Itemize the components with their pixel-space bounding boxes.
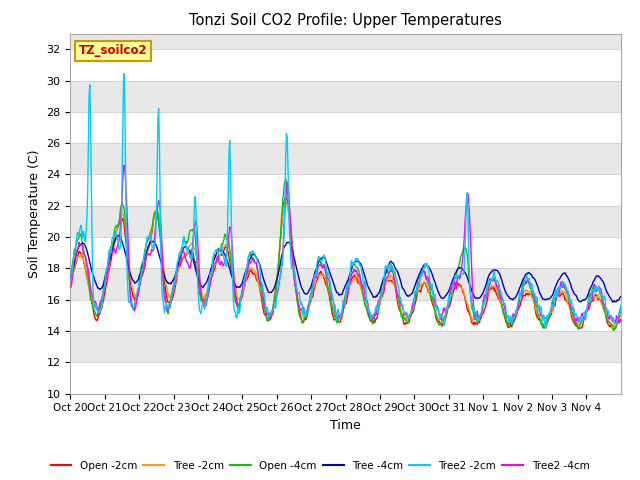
Bar [70,49,621,81]
Bar [70,237,621,268]
X-axis label: Time: Time [330,419,361,432]
Title: Tonzi Soil CO2 Profile: Upper Temperatures: Tonzi Soil CO2 Profile: Upper Temperatur… [189,13,502,28]
Bar [70,143,621,174]
Bar [70,174,621,206]
Bar [70,112,621,143]
Bar [70,300,621,331]
Legend: Open -2cm, Tree -2cm, Open -4cm, Tree -4cm, Tree2 -2cm, Tree2 -4cm: Open -2cm, Tree -2cm, Open -4cm, Tree -4… [47,456,593,475]
Bar [70,362,621,394]
Bar [70,268,621,300]
Bar [70,81,621,112]
Y-axis label: Soil Temperature (C): Soil Temperature (C) [28,149,41,278]
Bar [70,331,621,362]
Bar [70,206,621,237]
Text: TZ_soilco2: TZ_soilco2 [79,44,147,58]
